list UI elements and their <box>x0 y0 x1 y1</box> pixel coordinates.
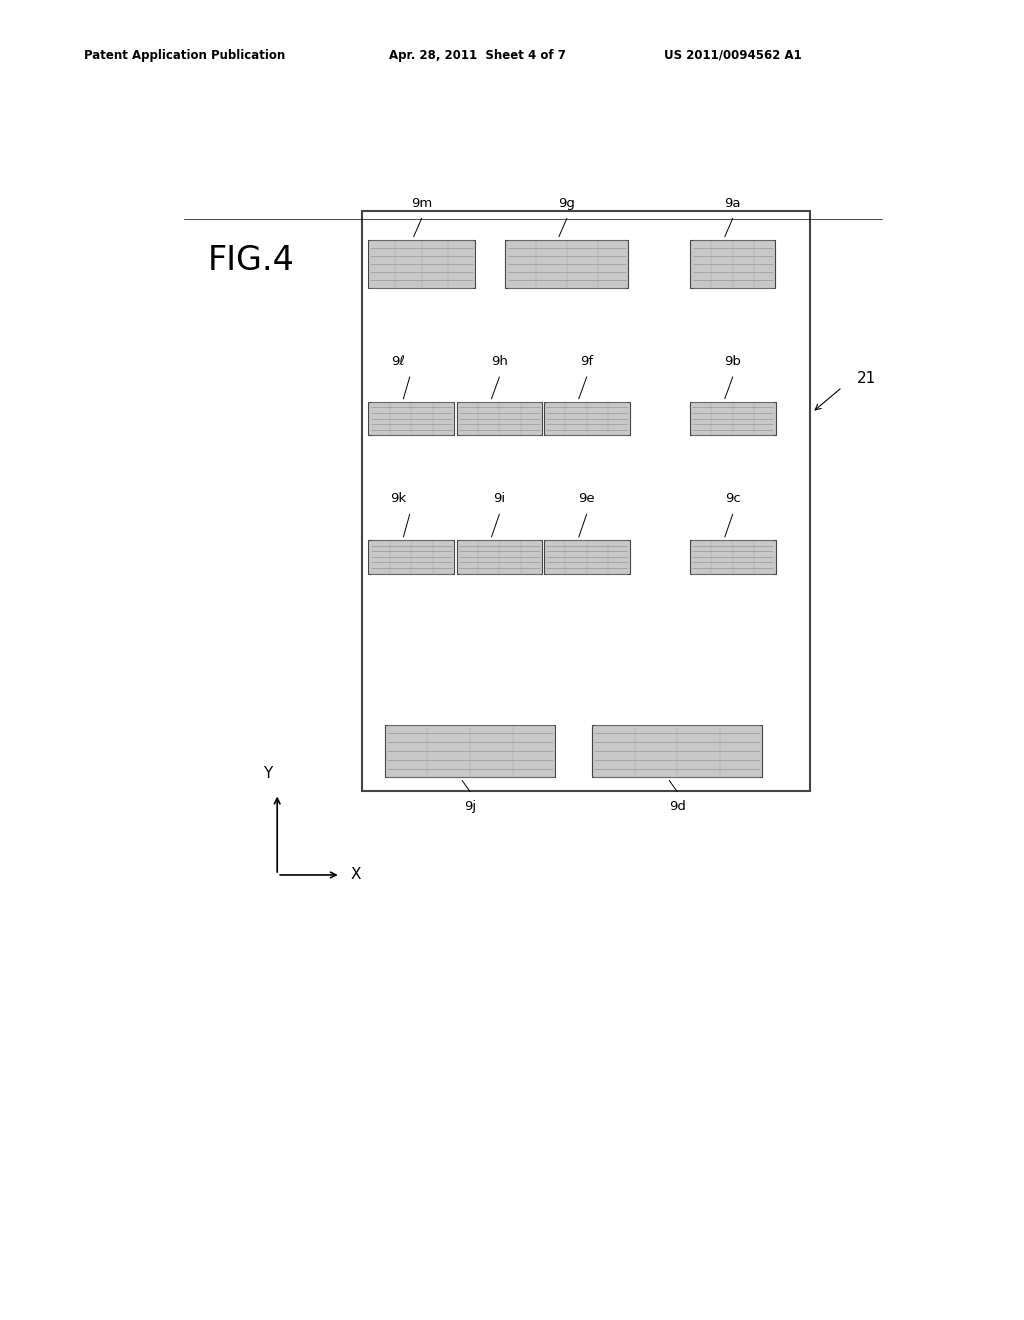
Text: 9c: 9c <box>725 492 740 506</box>
Bar <box>592 725 763 777</box>
Text: 9h: 9h <box>490 355 508 368</box>
Bar <box>690 401 775 436</box>
Text: 9d: 9d <box>669 800 686 813</box>
Text: Y: Y <box>263 767 272 781</box>
Text: 9j: 9j <box>464 800 476 813</box>
Bar <box>544 401 630 436</box>
Bar <box>690 240 775 289</box>
Text: US 2011/0094562 A1: US 2011/0094562 A1 <box>664 49 802 62</box>
Text: Apr. 28, 2011  Sheet 4 of 7: Apr. 28, 2011 Sheet 4 of 7 <box>389 49 566 62</box>
Bar <box>369 401 455 436</box>
Text: Patent Application Publication: Patent Application Publication <box>84 49 286 62</box>
Text: FIG.4: FIG.4 <box>207 244 294 277</box>
Text: 21: 21 <box>856 371 876 387</box>
Bar <box>544 540 630 574</box>
Bar <box>368 240 475 289</box>
Text: 9b: 9b <box>724 355 741 368</box>
Text: X: X <box>350 867 360 883</box>
Text: 9m: 9m <box>411 197 432 210</box>
Text: 9k: 9k <box>390 492 406 506</box>
Text: 9ℓ: 9ℓ <box>391 355 404 368</box>
Bar <box>457 401 543 436</box>
Bar <box>369 540 455 574</box>
Text: 9g: 9g <box>558 197 575 210</box>
Bar <box>690 540 775 574</box>
Bar <box>457 540 543 574</box>
Text: 9e: 9e <box>579 492 595 506</box>
Text: 9a: 9a <box>724 197 741 210</box>
Text: 9f: 9f <box>581 355 593 368</box>
Bar <box>385 725 555 777</box>
Bar <box>506 240 629 289</box>
Text: 9i: 9i <box>494 492 506 506</box>
Bar <box>362 211 810 791</box>
